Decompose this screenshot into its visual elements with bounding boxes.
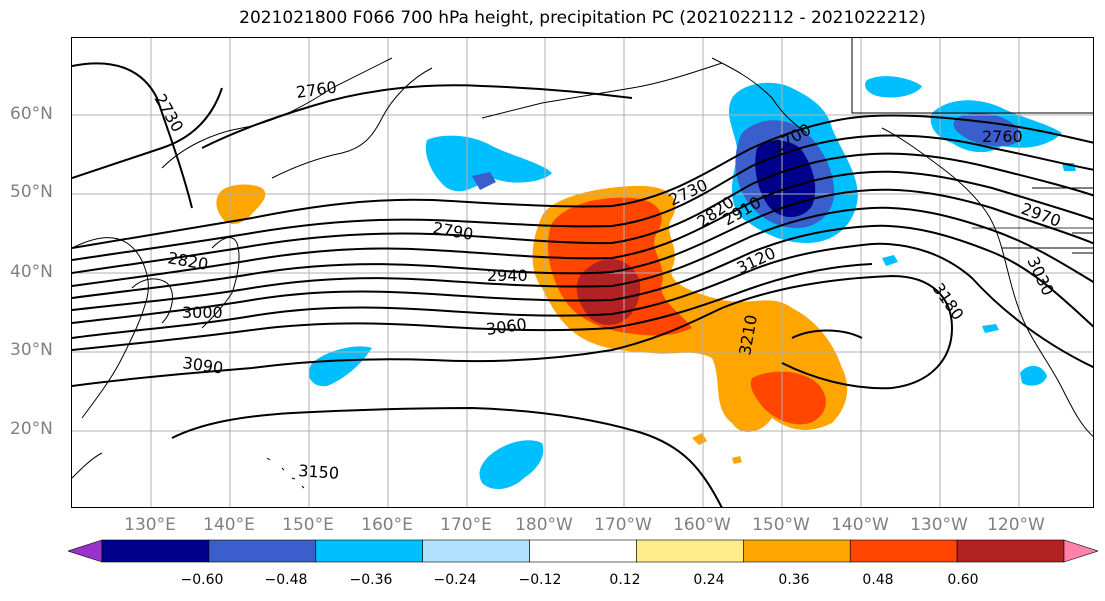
colorbar-extend-max <box>1063 539 1098 563</box>
colorbar-tick: −0.60 <box>180 572 224 588</box>
precip-positive-core-east <box>750 371 826 425</box>
colorbar-tick: 0.36 <box>778 572 810 588</box>
contour-label-2760-north: 2760 <box>295 77 338 101</box>
colorbar-box <box>315 539 423 563</box>
lon-label-170w: 170°W <box>594 515 652 535</box>
contour-label-3030: 3030 <box>1023 254 1057 299</box>
colorbar-tick: 0.60 <box>947 572 979 588</box>
colorbar-box <box>529 539 637 563</box>
lon-label-150w: 150°W <box>752 515 810 535</box>
precip-negative-speck-1 <box>882 255 898 266</box>
precip-negative-west-pacific <box>308 346 372 387</box>
lat-label-40n: 40°N <box>10 262 53 282</box>
colorbar-box <box>743 539 851 563</box>
lat-label-50n: 50°N <box>10 182 53 202</box>
precip-negative-speck-3 <box>982 324 999 333</box>
precip-negative-speck-2 <box>1020 365 1047 386</box>
colorbar-tick: −0.36 <box>349 572 393 588</box>
precip-negative-gulf-max <box>755 140 816 218</box>
contour-label-3000: 3000 <box>182 303 223 322</box>
colorbar-box <box>422 539 530 563</box>
colorbar <box>68 539 1098 563</box>
lon-label-130e: 130°E <box>124 515 176 535</box>
lon-label-140w: 140°W <box>831 515 889 535</box>
colorbar-box <box>849 539 958 563</box>
lat-label-30n: 30°N <box>10 340 53 360</box>
colorbar-box <box>956 539 1065 563</box>
lon-label-160e: 160°E <box>361 515 413 535</box>
contour-label-3120: 3120 <box>734 243 779 277</box>
lon-label-180w: 180°W <box>515 515 573 535</box>
colorbar-tick: −0.48 <box>264 572 308 588</box>
lon-label-120w: 120°W <box>987 515 1045 535</box>
colorbar-extend-min <box>68 539 103 563</box>
precip-negative-kamchatka-core <box>472 172 496 190</box>
lon-label-160w: 160°W <box>673 515 731 535</box>
precip-positive-speck <box>692 433 707 445</box>
colorbar-tick: 0.48 <box>862 572 894 588</box>
contour-label-2940: 2940 <box>487 266 528 285</box>
map-title: 2021021800 F066 700 hPa height, precipit… <box>239 8 926 28</box>
lon-label-170e: 170°E <box>440 515 492 535</box>
lon-label-150e: 150°E <box>282 515 334 535</box>
height-contours <box>72 62 1093 507</box>
precip-negative-tropical <box>479 440 544 490</box>
lat-label-60n: 60°N <box>10 104 53 124</box>
precip-negative-kamchatka <box>425 135 552 192</box>
map-panel: 2760 2730 2820 2790 2940 3000 3060 3090 … <box>71 37 1094 508</box>
contour-label-2730-center: 2730 <box>666 175 711 209</box>
contour-label-2730-west: 2730 <box>151 91 188 136</box>
contour-label-3060: 3060 <box>485 314 528 338</box>
precip-negative-alaska-north <box>865 76 922 98</box>
lat-label-20n: 20°N <box>10 419 53 439</box>
colorbar-tick: 0.24 <box>693 572 725 588</box>
colorbar-tick: −0.24 <box>433 572 477 588</box>
contour-label-3180: 3180 <box>929 279 968 323</box>
lon-label-130w: 130°W <box>910 515 968 535</box>
contour-label-3150: 3150 <box>298 461 340 483</box>
lon-label-140e: 140°E <box>203 515 255 535</box>
contour-label-2820: 2820 <box>166 248 209 274</box>
colorbar-box <box>208 539 317 563</box>
contour-label-2970: 2970 <box>1019 199 1064 231</box>
colorbar-tick: 0.12 <box>609 572 641 588</box>
colorbar-box <box>636 539 744 563</box>
map-canvas: 2760 2730 2820 2790 2940 3000 3060 3090 … <box>72 38 1093 507</box>
colorbar-box <box>101 539 210 563</box>
contour-label-2760-east: 2760 <box>982 127 1023 146</box>
colorbar-tick: −0.12 <box>518 572 562 588</box>
precip-positive-speck-2 <box>732 456 742 464</box>
precip-positive-small <box>216 184 266 224</box>
